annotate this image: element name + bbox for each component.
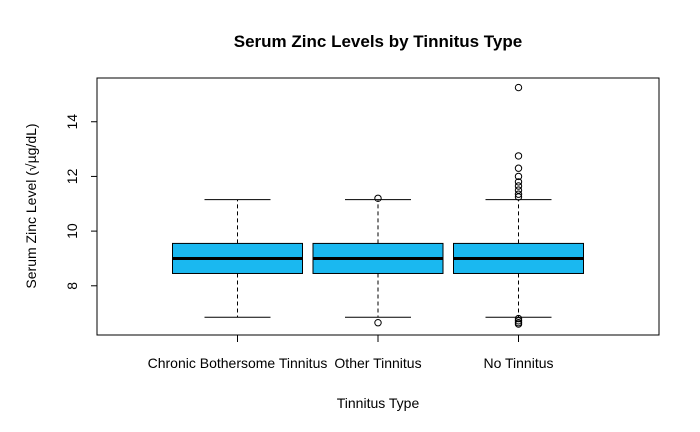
x-tick-label: Chronic Bothersome Tinnitus bbox=[148, 355, 328, 371]
box-group bbox=[172, 199, 303, 318]
y-label-denom: dL bbox=[23, 128, 39, 144]
y-label-unit: µg bbox=[23, 148, 39, 164]
outlier-point bbox=[514, 152, 523, 160]
y-axis-label: Serum Zinc Level (√µg/dL) bbox=[23, 123, 39, 288]
svg-text:Serum Zinc Level (√µg/dL): Serum Zinc Level (√µg/dL) bbox=[23, 123, 39, 288]
outlier-point bbox=[514, 193, 523, 201]
outlier-point bbox=[514, 314, 523, 323]
outlier-point bbox=[374, 318, 382, 327]
x-tick-label: Other Tinnitus bbox=[334, 355, 421, 371]
x-axis-label: Tinnitus Type bbox=[337, 395, 420, 411]
outlier-point bbox=[514, 83, 523, 92]
outlier-point bbox=[514, 320, 523, 328]
x-tick-label: No Tinnitus bbox=[483, 355, 553, 371]
outlier-point bbox=[514, 190, 523, 198]
y-tick-label: 12 bbox=[64, 168, 80, 184]
fraction-slash-icon: / bbox=[23, 144, 39, 148]
outlier-point bbox=[514, 317, 523, 325]
outlier-point bbox=[514, 172, 523, 181]
outlier-point bbox=[514, 164, 523, 172]
outlier-point bbox=[514, 178, 523, 186]
outlier-point bbox=[374, 194, 382, 202]
outlier-point bbox=[514, 182, 523, 190]
box-group bbox=[312, 194, 444, 327]
y-label-suffix: ) bbox=[23, 123, 39, 128]
x-axis: Chronic Bothersome Tinnitus Other Tinnitu… bbox=[148, 334, 554, 371]
y-tick-label: 14 bbox=[64, 114, 80, 130]
y-tick-label: 10 bbox=[64, 223, 80, 239]
boxes bbox=[172, 83, 584, 328]
sqrt-sign-icon: √ bbox=[23, 163, 39, 171]
chart-title: Serum Zinc Levels by Tinnitus Type bbox=[234, 32, 522, 51]
y-axis: 8 10 12 14 bbox=[64, 114, 98, 290]
box-group bbox=[453, 83, 584, 328]
y-label-prefix: Serum Zinc Level ( bbox=[23, 171, 39, 289]
y-tick-label: 8 bbox=[64, 282, 80, 290]
